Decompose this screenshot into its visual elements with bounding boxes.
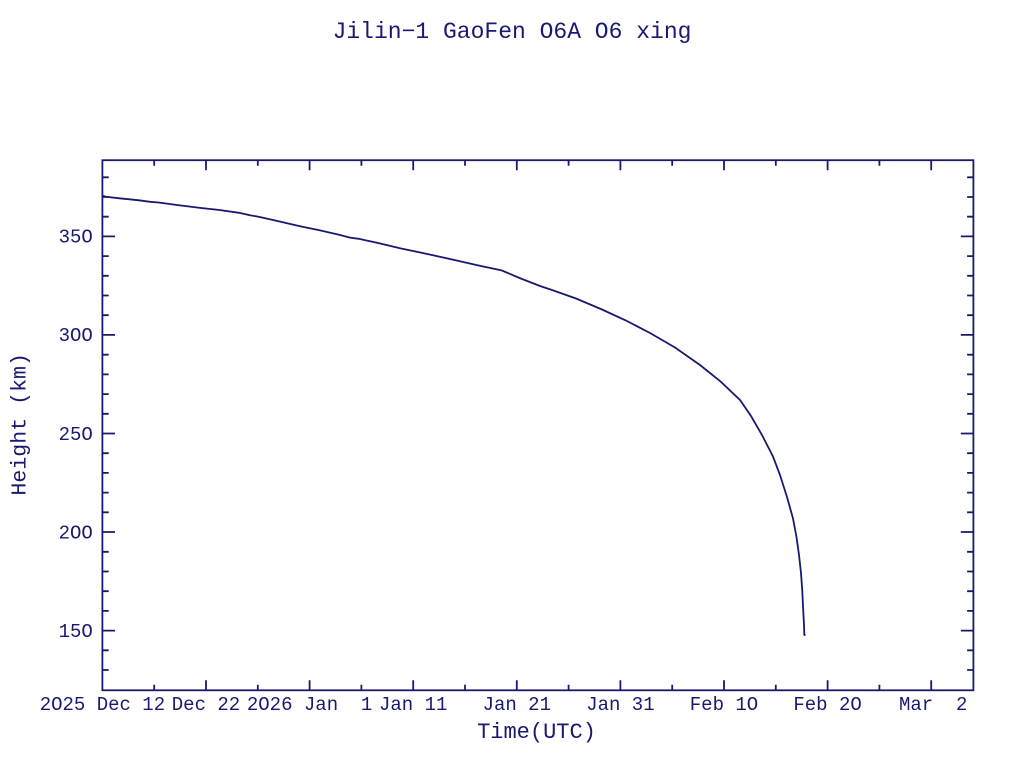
svg-text:Jan 31: Jan 31 xyxy=(586,694,654,716)
svg-text:2O26 Jan 1: 2O26 Jan 1 xyxy=(247,694,372,716)
svg-text:2OO: 2OO xyxy=(59,522,93,544)
svg-text:2O25 Dec 12: 2O25 Dec 12 xyxy=(40,694,165,716)
svg-text:Jan 11: Jan 11 xyxy=(379,694,447,716)
svg-text:Jilin−1 GaoFen O6A O6 xing: Jilin−1 GaoFen O6A O6 xing xyxy=(333,19,692,45)
svg-text:3OO: 3OO xyxy=(59,325,93,347)
svg-text:Feb 1O: Feb 1O xyxy=(690,694,758,716)
svg-text:Dec 22: Dec 22 xyxy=(172,694,240,716)
svg-text:Feb 2O: Feb 2O xyxy=(793,694,861,716)
svg-text:Jan 21: Jan 21 xyxy=(483,694,551,716)
svg-text:15O: 15O xyxy=(59,621,93,643)
svg-text:Time(UTC): Time(UTC) xyxy=(477,720,596,745)
svg-text:25O: 25O xyxy=(59,424,93,446)
svg-text:Mar 2: Mar 2 xyxy=(899,694,967,716)
svg-text:Height (km): Height (km) xyxy=(9,353,33,496)
svg-text:35O: 35O xyxy=(59,227,93,249)
